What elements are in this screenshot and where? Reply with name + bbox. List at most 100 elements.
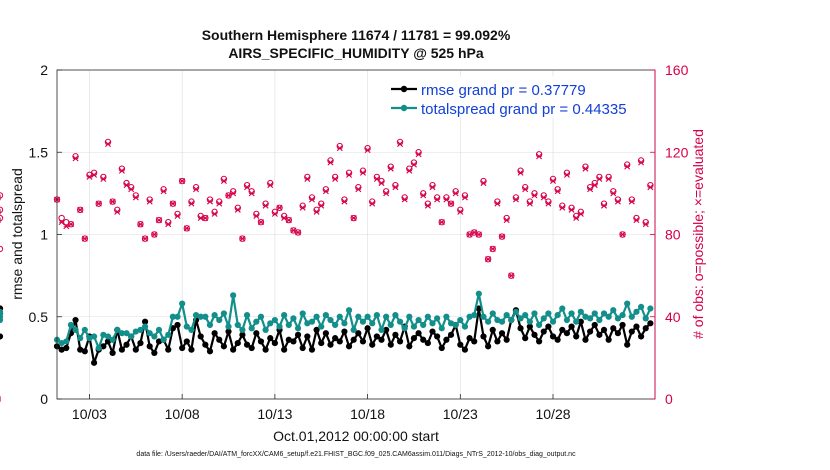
totalspread-point bbox=[457, 316, 464, 324]
totalspread-point bbox=[628, 313, 635, 320]
obs-evaluated-marker bbox=[573, 215, 580, 222]
x-tick-label: 10/28 bbox=[535, 406, 570, 422]
obs-evaluated-marker bbox=[642, 221, 649, 228]
obs-evaluated-marker bbox=[536, 153, 543, 160]
totalspread-point bbox=[174, 313, 181, 320]
rmse-point bbox=[637, 333, 645, 340]
totalspread-point bbox=[118, 330, 125, 337]
obs-evaluated-marker bbox=[452, 190, 459, 197]
totalspread-point bbox=[383, 313, 390, 320]
rmse-point bbox=[438, 344, 445, 352]
rmse-point bbox=[369, 341, 376, 348]
totalspread-point bbox=[327, 316, 334, 324]
obs-evaluated-marker bbox=[434, 196, 441, 203]
obs-possible-marker bbox=[619, 231, 626, 238]
obs-evaluated-marker bbox=[526, 200, 533, 207]
obs-evaluated-marker bbox=[132, 194, 139, 201]
ticks: 10/03 10/08 10/13 10/18 10/23 10/28 0 0.5 1 1.5 2 0… bbox=[29, 62, 689, 422]
totalspread-point bbox=[197, 313, 204, 320]
obs-evaluated-marker bbox=[410, 161, 417, 168]
obs-evaluated-marker bbox=[438, 219, 445, 226]
rmse-point bbox=[554, 336, 561, 343]
rmse-point bbox=[424, 339, 431, 347]
obs-evaluated-marker bbox=[91, 171, 98, 178]
rmse-point bbox=[350, 336, 357, 343]
rmse-point bbox=[600, 326, 608, 334]
obs-evaluated-marker bbox=[77, 206, 84, 213]
rmse-point bbox=[220, 343, 227, 350]
rmse-point bbox=[359, 338, 367, 345]
totalspread-point bbox=[271, 316, 278, 324]
rmse-point bbox=[526, 323, 533, 330]
obs-evaluated-marker bbox=[216, 200, 223, 207]
rmse-point bbox=[642, 325, 649, 332]
rmse-point bbox=[179, 344, 186, 352]
obs-possible-marker bbox=[178, 177, 186, 185]
obs-evaluated-marker bbox=[299, 204, 306, 211]
chart-subtitle: AIRS_SPECIFIC_HUMIDITY @ 525 hPa bbox=[228, 45, 484, 61]
totalspread-point bbox=[573, 318, 580, 325]
rmse-point bbox=[387, 341, 394, 348]
totalspread-point bbox=[206, 321, 214, 329]
rmse-point bbox=[587, 328, 594, 335]
x-axis-label: Oct.01,2012 00:00:00 start bbox=[273, 428, 439, 444]
legend-label-rmse: rmse grand pr = 0.37779 bbox=[421, 82, 586, 99]
rmse-point bbox=[420, 336, 427, 343]
obs-evaluated-marker bbox=[359, 169, 366, 176]
obs-evaluated-marker bbox=[220, 178, 227, 185]
obs-evaluated-marker bbox=[397, 141, 404, 148]
totalspread-point bbox=[373, 312, 380, 319]
totalspread-point bbox=[290, 315, 297, 322]
rmse-point bbox=[480, 333, 487, 340]
obs-possible-marker bbox=[141, 235, 149, 242]
rmse-point bbox=[628, 328, 635, 335]
obs-evaluated-marker bbox=[332, 175, 339, 182]
totalspread-point bbox=[345, 307, 353, 314]
totalspread-point bbox=[313, 313, 320, 320]
obs-evaluated-marker bbox=[647, 184, 654, 191]
obs-evaluated-marker bbox=[155, 217, 162, 224]
totalspread-point bbox=[109, 336, 116, 343]
obs-evaluated-marker bbox=[429, 184, 436, 191]
obs-evaluated-marker bbox=[165, 221, 172, 228]
rmse-point bbox=[378, 336, 385, 343]
obs-possible-marker bbox=[0, 206, 4, 214]
totalspread-point bbox=[489, 310, 496, 317]
obs-evaluated-marker bbox=[234, 206, 241, 213]
totalspread-point bbox=[151, 333, 158, 340]
obs-evaluated-marker bbox=[605, 175, 612, 182]
rmse-point bbox=[267, 335, 274, 342]
y2-tick-label: 120 bbox=[665, 144, 689, 160]
obs-evaluated-marker bbox=[638, 159, 645, 166]
obs-possible-marker bbox=[239, 235, 246, 242]
rmse-point bbox=[299, 344, 306, 352]
rmse-point bbox=[461, 346, 469, 353]
rmse-point bbox=[457, 341, 464, 348]
rmse-point bbox=[225, 328, 232, 335]
totalspread-point bbox=[267, 320, 274, 327]
rmse-point bbox=[257, 338, 265, 345]
obs-possible-marker bbox=[81, 235, 89, 242]
totalspread-point bbox=[281, 312, 288, 319]
totalspread-point bbox=[243, 312, 251, 319]
rmse-point bbox=[647, 320, 654, 327]
obs-possible-marker bbox=[58, 214, 65, 222]
legend-marker-totalspread bbox=[400, 104, 408, 112]
obs-evaluated-marker bbox=[327, 159, 334, 166]
obs-evaluated-marker bbox=[295, 229, 302, 236]
obs-evaluated-marker bbox=[336, 145, 343, 152]
obs-evaluated-marker bbox=[188, 200, 195, 207]
totalspread-point bbox=[262, 326, 269, 334]
obs-evaluated-marker bbox=[248, 190, 255, 197]
totalspread-point bbox=[63, 338, 70, 345]
totalspread-point bbox=[299, 310, 306, 317]
obs-evaluated-marker bbox=[554, 188, 561, 195]
y2-axis-label: # of obs: o=possible; ×=evaluated bbox=[690, 129, 706, 339]
obs-evaluated-marker bbox=[100, 175, 107, 182]
obs-evaluated-marker bbox=[466, 231, 473, 238]
rmse-point bbox=[364, 325, 371, 332]
rmse-point bbox=[336, 338, 343, 345]
totalspread-point bbox=[155, 326, 163, 334]
rmse-point bbox=[248, 344, 255, 352]
totalspread-point bbox=[239, 326, 246, 334]
